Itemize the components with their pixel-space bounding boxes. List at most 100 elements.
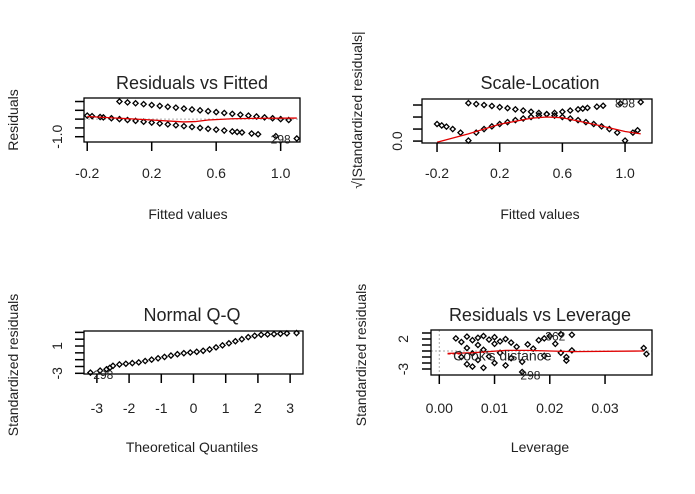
data-point [543, 110, 551, 118]
plot-frame [83, 97, 301, 143]
data-point [558, 108, 566, 116]
data-point [504, 104, 512, 112]
x-tick-label: 0.2 [142, 165, 162, 181]
data-point [220, 109, 228, 117]
data-point [452, 334, 460, 342]
data-point [593, 103, 601, 111]
x-axis-label: Theoretical Quantiles [126, 439, 258, 455]
data-point [540, 334, 548, 342]
point-label: 362 [545, 329, 565, 343]
data-point [472, 100, 480, 108]
data-point [270, 330, 278, 338]
data-point [180, 122, 188, 130]
data-point [228, 127, 236, 135]
x-tick-label: 0.02 [536, 400, 563, 416]
y-tick-label: 0.0 [389, 131, 405, 151]
x-tick-label: 0.2 [490, 165, 510, 181]
x-tick-label: -1 [155, 400, 168, 416]
data-point [568, 346, 576, 354]
data-point [86, 369, 94, 377]
data-point [485, 336, 493, 344]
y-tick-label: -1.0 [49, 124, 65, 148]
data-point [457, 353, 465, 361]
x-tick-label: 0.00 [426, 400, 453, 416]
panel-scale-location: Scale-Location Fitted values √|Standardize… [349, 31, 653, 222]
x-tick-label: 3 [286, 400, 294, 416]
data-point [99, 113, 107, 121]
data-point [599, 102, 607, 110]
panel-residuals-vs-leverage: Residuals vs Leverage Leverage Standardize… [353, 284, 653, 455]
data-point [438, 121, 446, 129]
x-axis-label: Fitted values [500, 206, 579, 222]
data-point [164, 120, 172, 128]
data-point [574, 105, 582, 113]
data-point [479, 364, 488, 372]
data-point [204, 107, 212, 115]
data-point [238, 128, 246, 137]
data-point [293, 134, 301, 142]
data-point [285, 116, 293, 124]
point-label: 298 [93, 368, 113, 382]
data-point [96, 367, 104, 375]
data-point [507, 354, 515, 362]
data-point [173, 350, 181, 358]
data-point [558, 113, 566, 121]
data-point [248, 130, 256, 138]
data-point [186, 348, 194, 357]
data-point [442, 123, 450, 131]
data-point [140, 100, 148, 108]
x-tick-label: 1.0 [615, 165, 635, 181]
data-point [449, 125, 457, 133]
data-point [613, 129, 621, 137]
data-point [115, 360, 123, 368]
data-point [511, 116, 519, 124]
data-point [283, 329, 291, 337]
chart-title: Residuals vs Fitted [116, 73, 268, 93]
data-point [204, 125, 212, 133]
data-point [261, 113, 269, 121]
x-axis-label: Leverage [511, 439, 570, 455]
data-point [488, 102, 496, 110]
data-point [199, 347, 207, 355]
data-point [590, 120, 598, 128]
data-point [225, 339, 233, 347]
data-point [164, 103, 172, 111]
data-point [156, 120, 164, 128]
data-point [496, 120, 504, 128]
data-point [507, 339, 515, 347]
data-point [491, 333, 499, 341]
data-point [236, 111, 244, 119]
data-point [464, 99, 472, 107]
smooth-line [436, 116, 641, 143]
data-point [616, 100, 624, 108]
data-point [180, 105, 188, 113]
x-tick-label: 0.6 [206, 165, 226, 181]
data-point [527, 113, 535, 121]
data-point [463, 360, 471, 368]
y-axis-label: √|Standardized residuals| [349, 31, 365, 188]
data-point [642, 350, 650, 358]
data-point [167, 352, 175, 360]
data-point [148, 101, 156, 109]
chart-title: Normal Q-Q [143, 305, 240, 325]
data-point [206, 345, 214, 353]
data-point [212, 343, 220, 351]
data-point [535, 336, 543, 344]
data-point [115, 98, 123, 106]
data-point [196, 124, 204, 132]
data-point [504, 118, 512, 126]
data-point [557, 330, 565, 338]
data-point [257, 331, 265, 339]
data-point [496, 103, 504, 111]
data-point [496, 349, 504, 357]
x-tick-label: 0 [190, 400, 198, 416]
data-point [115, 115, 123, 123]
data-point [463, 333, 471, 341]
data-point [551, 340, 559, 348]
x-tick-label: 1 [222, 400, 230, 416]
data-point [244, 333, 252, 341]
data-point [579, 105, 587, 113]
data-point [468, 363, 476, 371]
data-point [160, 353, 169, 361]
x-tick-label: 1.0 [271, 165, 291, 181]
